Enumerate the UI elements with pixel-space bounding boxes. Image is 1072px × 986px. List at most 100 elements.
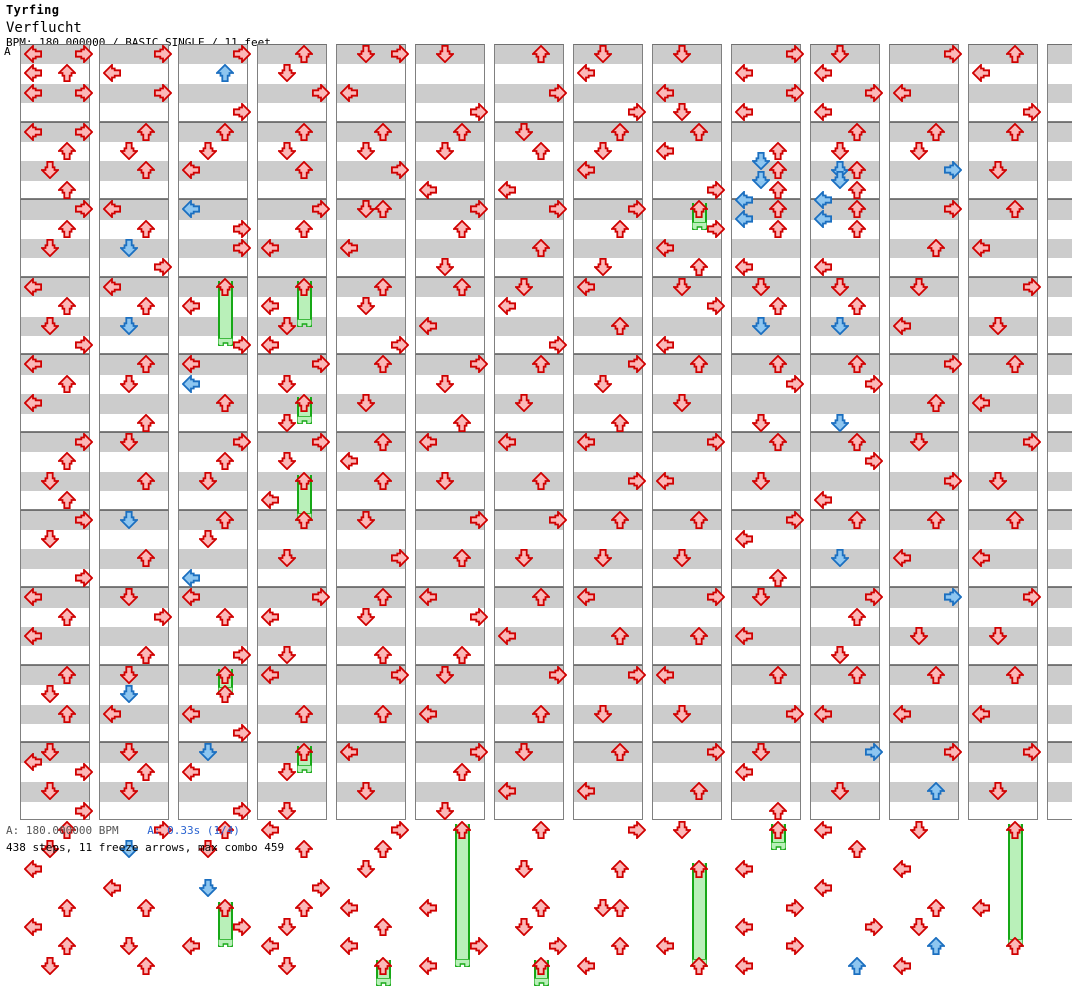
note-arrow-left[interactable] xyxy=(419,704,437,723)
note-arrow-up[interactable] xyxy=(532,821,550,839)
note-arrow-up[interactable] xyxy=(611,743,629,762)
note-arrow-down[interactable] xyxy=(278,956,296,975)
note-arrow-down[interactable] xyxy=(752,277,770,296)
note-arrow-up[interactable] xyxy=(216,510,234,529)
note-arrow-up[interactable] xyxy=(611,898,629,917)
note-arrow-right[interactable] xyxy=(391,821,409,839)
note-arrow-right[interactable] xyxy=(470,607,488,626)
note-arrow-up[interactable] xyxy=(848,297,866,316)
note-arrow-up[interactable] xyxy=(611,122,629,141)
note-arrow-up[interactable] xyxy=(216,685,234,704)
note-arrow-down[interactable] xyxy=(831,171,849,190)
note-arrow-left[interactable] xyxy=(261,336,279,354)
note-arrow-left[interactable] xyxy=(103,704,121,723)
note-arrow-right[interactable] xyxy=(470,937,488,956)
note-arrow-up[interactable] xyxy=(848,607,866,626)
note-arrow-left[interactable] xyxy=(814,821,832,839)
note-arrow-down[interactable] xyxy=(515,122,533,141)
note-arrow-left[interactable] xyxy=(498,627,516,645)
note-arrow-left[interactable] xyxy=(735,627,753,645)
note-arrow-down[interactable] xyxy=(989,471,1007,490)
note-arrow-down[interactable] xyxy=(436,471,454,490)
chart-column[interactable] xyxy=(494,44,567,986)
note-arrow-left[interactable] xyxy=(577,782,595,801)
note-arrow-right[interactable] xyxy=(944,161,962,180)
note-arrow-up[interactable] xyxy=(374,646,392,665)
note-arrow-up[interactable] xyxy=(690,782,708,801)
note-arrow-down[interactable] xyxy=(120,840,138,859)
note-arrow-up[interactable] xyxy=(137,122,155,141)
note-arrow-up[interactable] xyxy=(58,665,76,684)
note-arrow-left[interactable] xyxy=(261,607,279,626)
note-arrow-up[interactable] xyxy=(1006,937,1024,956)
chart-column[interactable] xyxy=(178,44,251,956)
chart-column[interactable] xyxy=(1047,44,1072,820)
note-arrow-down[interactable] xyxy=(357,510,375,529)
note-arrow-right[interactable] xyxy=(1023,743,1041,762)
note-arrow-up[interactable] xyxy=(848,219,866,238)
note-arrow-left[interactable] xyxy=(498,782,516,801)
note-arrow-up[interactable] xyxy=(137,762,155,781)
note-arrow-up[interactable] xyxy=(295,898,313,917)
note-arrow-right[interactable] xyxy=(707,180,725,199)
note-arrow-left[interactable] xyxy=(419,316,437,335)
note-arrow-left[interactable] xyxy=(656,142,674,160)
note-arrow-down[interactable] xyxy=(752,413,770,432)
note-arrow-up[interactable] xyxy=(848,510,866,529)
note-arrow-up-freeze[interactable] xyxy=(295,277,313,296)
note-arrow-up[interactable] xyxy=(216,394,234,413)
note-arrow-down[interactable] xyxy=(673,277,691,296)
note-arrow-down[interactable] xyxy=(41,685,59,704)
note-arrow-up[interactable] xyxy=(137,413,155,432)
note-arrow-down[interactable] xyxy=(278,918,296,936)
chart-column[interactable] xyxy=(336,44,409,986)
note-arrow-right[interactable] xyxy=(470,200,488,219)
note-arrow-down[interactable] xyxy=(41,316,59,335)
note-arrow-left[interactable] xyxy=(182,161,200,180)
note-arrow-down[interactable] xyxy=(357,45,375,63)
note-arrow-down[interactable] xyxy=(357,394,375,413)
note-arrow-down[interactable] xyxy=(357,200,375,219)
note-arrow-right[interactable] xyxy=(75,45,93,63)
note-arrow-right[interactable] xyxy=(312,200,330,219)
note-arrow-up[interactable] xyxy=(137,898,155,917)
note-arrow-right[interactable] xyxy=(312,879,330,898)
note-arrow-up[interactable] xyxy=(769,219,787,238)
note-arrow-up[interactable] xyxy=(769,161,787,180)
note-arrow-right[interactable] xyxy=(233,724,251,742)
note-arrow-left[interactable] xyxy=(577,277,595,296)
note-arrow-left[interactable] xyxy=(419,898,437,917)
note-arrow-left[interactable] xyxy=(735,762,753,781)
note-arrow-up[interactable] xyxy=(1006,355,1024,374)
note-arrow-right[interactable] xyxy=(786,704,804,723)
note-arrow-down[interactable] xyxy=(752,471,770,490)
note-arrow-right[interactable] xyxy=(707,433,725,451)
note-arrow-up[interactable] xyxy=(769,433,787,451)
note-arrow-up[interactable] xyxy=(769,568,787,587)
note-arrow-left[interactable] xyxy=(577,956,595,975)
note-arrow-right[interactable] xyxy=(391,549,409,568)
chart-column[interactable] xyxy=(20,44,93,975)
note-arrow-left[interactable] xyxy=(656,665,674,684)
note-arrow-right[interactable] xyxy=(233,103,251,122)
note-arrow-left[interactable] xyxy=(340,239,358,257)
note-arrow-up[interactable] xyxy=(374,200,392,219)
note-arrow-up[interactable] xyxy=(927,239,945,257)
note-arrow-up[interactable] xyxy=(611,937,629,956)
note-arrow-left[interactable] xyxy=(735,530,753,548)
note-arrow-left[interactable] xyxy=(24,83,42,102)
note-arrow-left[interactable] xyxy=(340,452,358,471)
note-arrow-down[interactable] xyxy=(120,239,138,257)
note-arrow-down[interactable] xyxy=(436,45,454,63)
note-arrow-up[interactable] xyxy=(374,355,392,374)
note-arrow-up[interactable] xyxy=(927,394,945,413)
note-arrow-up-freeze[interactable] xyxy=(295,471,313,490)
note-arrow-down[interactable] xyxy=(278,549,296,568)
note-arrow-right[interactable] xyxy=(312,588,330,607)
note-arrow-left[interactable] xyxy=(24,122,42,141)
note-arrow-right[interactable] xyxy=(944,471,962,490)
note-arrow-up[interactable] xyxy=(927,782,945,801)
note-arrow-up[interactable] xyxy=(532,471,550,490)
note-arrow-up[interactable] xyxy=(58,142,76,160)
note-arrow-right[interactable] xyxy=(233,646,251,665)
